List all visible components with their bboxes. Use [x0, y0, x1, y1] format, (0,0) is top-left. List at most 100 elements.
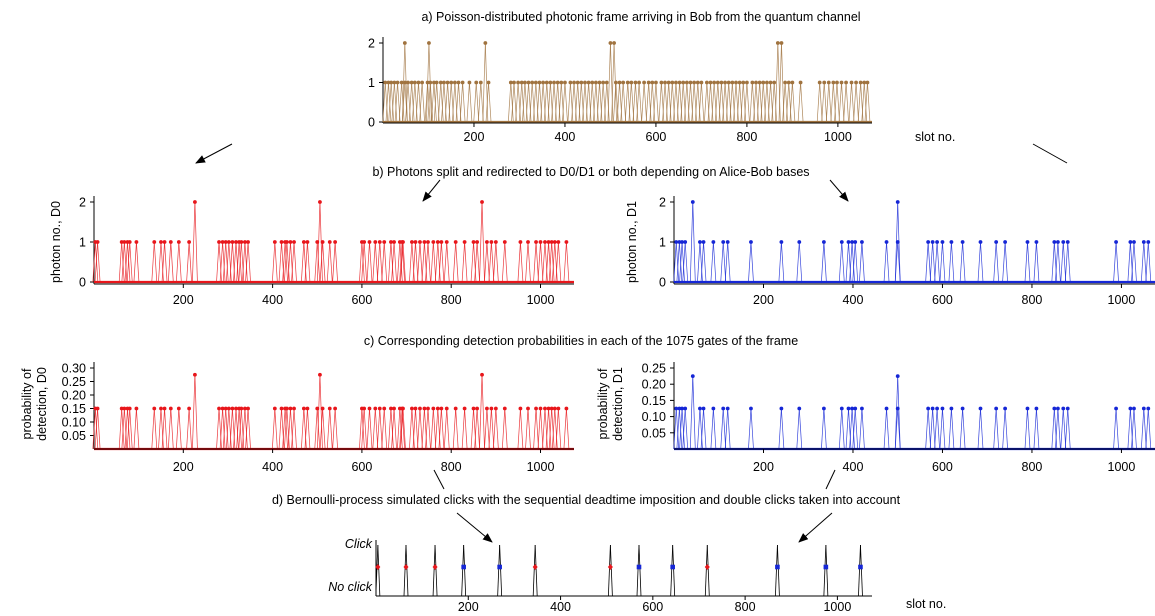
stem-line: [551, 241, 555, 283]
data-point: [230, 406, 235, 411]
data-point: [1114, 406, 1118, 411]
stem-line: [399, 408, 403, 450]
stem-line: [381, 241, 385, 283]
stem-line: [854, 408, 859, 450]
stem-line: [225, 241, 229, 283]
stem-line: [700, 241, 704, 283]
stem-line: [1133, 408, 1137, 450]
stem-line: [823, 408, 827, 450]
stem-line: [1133, 241, 1137, 283]
stem-line: [690, 82, 694, 123]
data-point: [826, 80, 831, 85]
data-point: [935, 240, 939, 244]
data-point: [725, 240, 730, 244]
stem-line: [388, 241, 392, 283]
stem-line: [746, 82, 750, 123]
stem-line: [570, 82, 574, 123]
data-point: [320, 240, 325, 244]
y-tick-label: 0.05: [62, 429, 86, 443]
data-point: [416, 80, 421, 85]
data-point: [486, 80, 491, 85]
stem-line: [544, 408, 548, 450]
data-point: [471, 406, 476, 411]
stem-line: [236, 241, 240, 283]
stem-line: [464, 408, 468, 450]
stem-line: [1130, 241, 1134, 283]
stem-line: [555, 241, 559, 283]
stem-line: [222, 241, 227, 283]
stem-line: [615, 82, 619, 123]
stem-line: [475, 82, 480, 123]
x-tick-label: 400: [843, 460, 864, 474]
data-point: [711, 240, 716, 244]
stem-line: [554, 408, 558, 450]
stem-line: [245, 241, 249, 283]
stem-line: [585, 82, 589, 123]
stem-line: [247, 408, 251, 450]
data-point: [617, 80, 622, 85]
stem-line: [684, 408, 689, 450]
stem-line: [679, 241, 683, 283]
data-point: [768, 80, 773, 85]
x-tick-label: 1000: [527, 460, 555, 474]
stem-line: [369, 241, 373, 283]
data-point: [230, 240, 235, 244]
data-point: [783, 80, 788, 85]
stem-line: [242, 408, 246, 450]
stem-line: [686, 82, 690, 123]
click-marker-d1: [823, 564, 829, 570]
stem-line: [593, 82, 597, 123]
data-point: [292, 240, 296, 244]
data-point: [556, 406, 561, 411]
stem-line: [1113, 408, 1117, 450]
stem-line: [186, 408, 190, 450]
data-point: [850, 406, 854, 411]
stem-line: [415, 82, 419, 123]
stem-line: [94, 241, 98, 283]
stem-line: [788, 82, 792, 123]
stem-line: [573, 82, 577, 123]
data-point: [187, 240, 192, 244]
stem-line: [194, 374, 198, 450]
click-stem: [432, 544, 436, 597]
stem-line: [170, 408, 174, 450]
data-point: [839, 406, 844, 411]
data-point: [797, 406, 802, 411]
y-tick-label: 0: [79, 276, 86, 290]
stem-line: [701, 82, 705, 123]
stem-line: [419, 82, 423, 123]
data-point: [1065, 406, 1070, 411]
data-point: [367, 240, 372, 244]
stem-line: [558, 408, 562, 450]
stem-line: [894, 376, 899, 450]
stem-line: [655, 82, 659, 123]
stem-line: [404, 42, 408, 123]
stem-line: [537, 408, 541, 450]
stem-line: [151, 408, 155, 450]
stem-line: [1055, 241, 1059, 283]
stem-line: [517, 241, 521, 283]
stem-line: [452, 408, 457, 450]
stem-line: [426, 42, 430, 123]
stem-line: [290, 241, 294, 283]
x-axis-label: slot no.: [915, 130, 955, 144]
data-point: [449, 80, 454, 85]
stem-line: [153, 241, 158, 283]
stem-line: [797, 82, 801, 123]
y-tick-label: 1: [79, 236, 86, 250]
stem-line: [548, 241, 553, 283]
stem-line: [446, 408, 450, 450]
stem-line: [736, 82, 740, 123]
data-point: [413, 240, 418, 244]
stem-line: [286, 241, 290, 283]
stem-line: [897, 201, 901, 283]
stem-line: [681, 241, 685, 283]
data-point: [608, 41, 613, 45]
data-point: [1132, 406, 1136, 411]
data-point: [772, 80, 777, 85]
stem-line: [228, 408, 232, 450]
data-point: [775, 41, 780, 45]
stem-line: [1033, 241, 1037, 283]
click-stem: [706, 544, 710, 597]
data-point: [318, 372, 322, 377]
